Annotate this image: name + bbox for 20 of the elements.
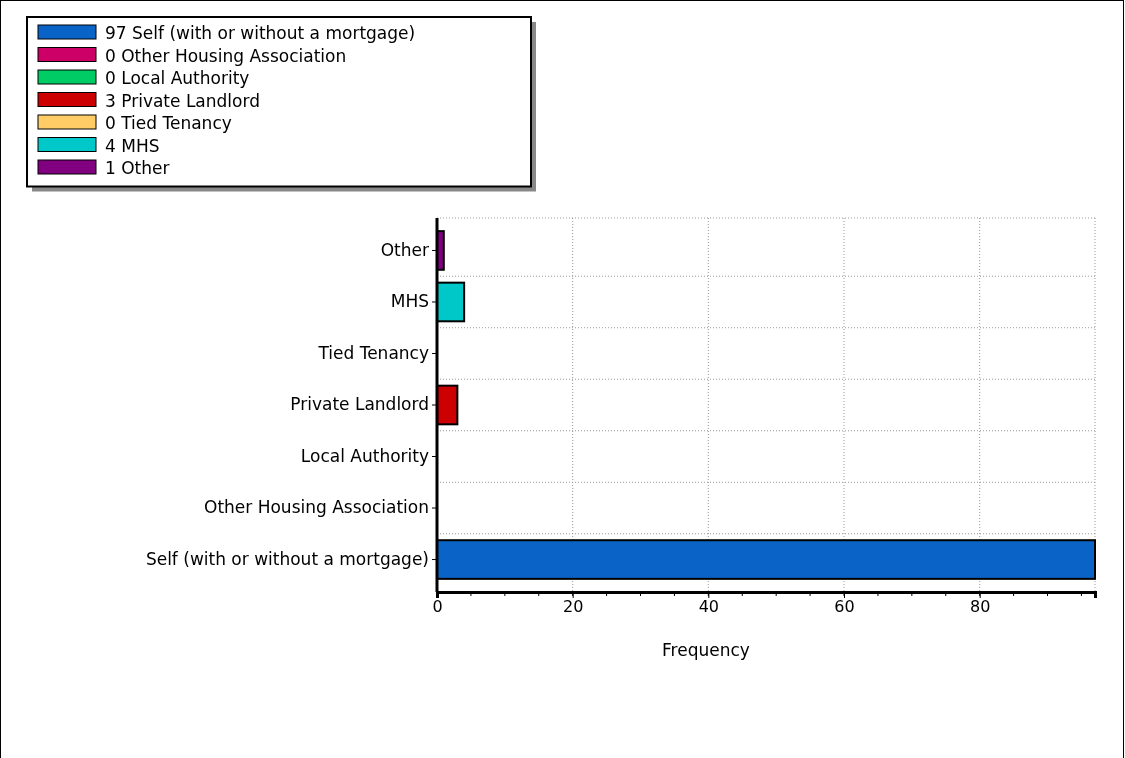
y-tick-label: Tied Tenancy (317, 342, 429, 363)
x-tick-label: 0 (432, 597, 443, 617)
y-tick-label: Other Housing Association (204, 497, 429, 518)
legend-label: 0 Tied Tenancy (105, 113, 232, 133)
x-tick-label: 80 (970, 597, 991, 617)
legend-label: 97 Self (with or without a mortgage) (105, 23, 416, 43)
legend-label: 1 Other (105, 158, 170, 178)
x-axis-title: Frequency (662, 640, 750, 660)
legend-label: 4 MHS (105, 135, 160, 156)
y-tick-label: Self (with or without a mortgage) (145, 548, 429, 569)
y-tick-label: Other (380, 239, 429, 260)
x-tick-label: 60 (834, 597, 855, 617)
legend-label: 0 Local Authority (105, 68, 250, 88)
legend-label: 0 Other Housing Association (105, 45, 347, 66)
legend-label: 3 Private Landlord (105, 90, 260, 111)
x-tick-label: 20 (562, 597, 584, 617)
y-tick-label: Local Authority (300, 445, 429, 466)
x-tick-label: 40 (698, 597, 720, 617)
y-tick-label: Private Landlord (290, 394, 429, 415)
y-tick-label: MHS (390, 291, 429, 312)
